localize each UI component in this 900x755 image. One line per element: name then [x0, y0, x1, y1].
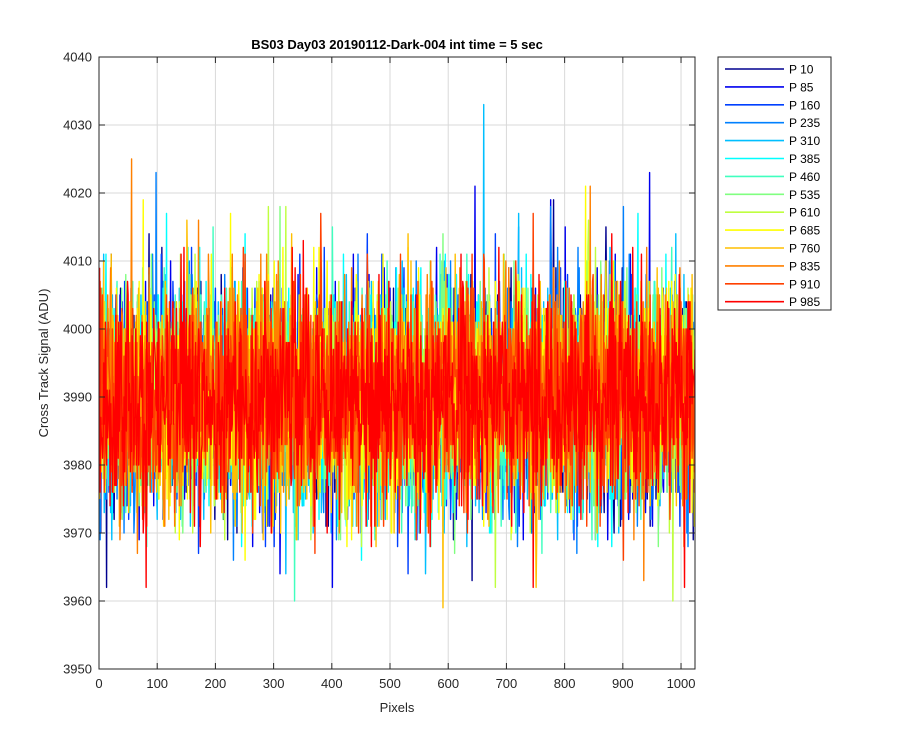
legend-label: P 760 [789, 242, 820, 256]
y-tick-label: 3990 [63, 390, 92, 405]
legend-label: P 685 [789, 224, 820, 238]
legend-label: P 460 [789, 170, 820, 184]
y-tick-label: 3960 [63, 594, 92, 609]
x-tick-label: 400 [321, 676, 343, 691]
x-tick-label: 300 [263, 676, 285, 691]
legend-label: P 610 [789, 206, 820, 220]
x-tick-label: 900 [612, 676, 634, 691]
legend-label: P 835 [789, 259, 820, 273]
y-tick-label: 4010 [63, 254, 92, 269]
y-tick-label: 3980 [63, 458, 92, 473]
ticks [98, 56, 695, 670]
y-tick-label: 3970 [63, 526, 92, 541]
legend-box [717, 56, 832, 311]
chart-title: BS03 Day03 20190112-Dark-004 int time = … [251, 37, 543, 52]
legend-label: P 10 [789, 63, 814, 77]
y-axis-label: Cross Track Signal (ADU) [36, 289, 51, 438]
legend: P 10 P 85 P 160 P 235 P 310 P 385 P 460 P 535 P … [717, 56, 832, 311]
y-tick-label: 4020 [63, 186, 92, 201]
legend-label: P 235 [789, 116, 820, 130]
tick-labels: 0 100 200 300 400 500 600 700 800 900 1000 3950 3960… [63, 50, 695, 692]
y-tick-label: 4030 [63, 118, 92, 133]
x-tick-label: 100 [146, 676, 168, 691]
x-tick-label: 800 [554, 676, 576, 691]
x-axis-label: Pixels [380, 700, 415, 715]
legend-label: P 535 [789, 188, 820, 202]
y-tick-label: 4000 [63, 322, 92, 337]
legend-label: P 985 [789, 295, 820, 309]
legend-label: P 310 [789, 134, 820, 148]
x-tick-label: 1000 [667, 676, 696, 691]
series-group [99, 103, 695, 609]
legend-label: P 85 [789, 80, 814, 94]
y-tick-label: 3950 [63, 662, 92, 677]
x-tick-label: 600 [437, 676, 459, 691]
x-tick-label: 200 [205, 676, 227, 691]
x-tick-label: 700 [496, 676, 518, 691]
x-tick-label: 0 [95, 676, 102, 691]
legend-label: P 385 [789, 152, 820, 166]
legend-label: P 910 [789, 277, 820, 291]
x-tick-label: 500 [379, 676, 401, 691]
legend-label: P 160 [789, 98, 820, 112]
y-tick-label: 4040 [63, 50, 92, 65]
series-line-p985 [99, 233, 695, 589]
plot-frame [98, 56, 696, 670]
